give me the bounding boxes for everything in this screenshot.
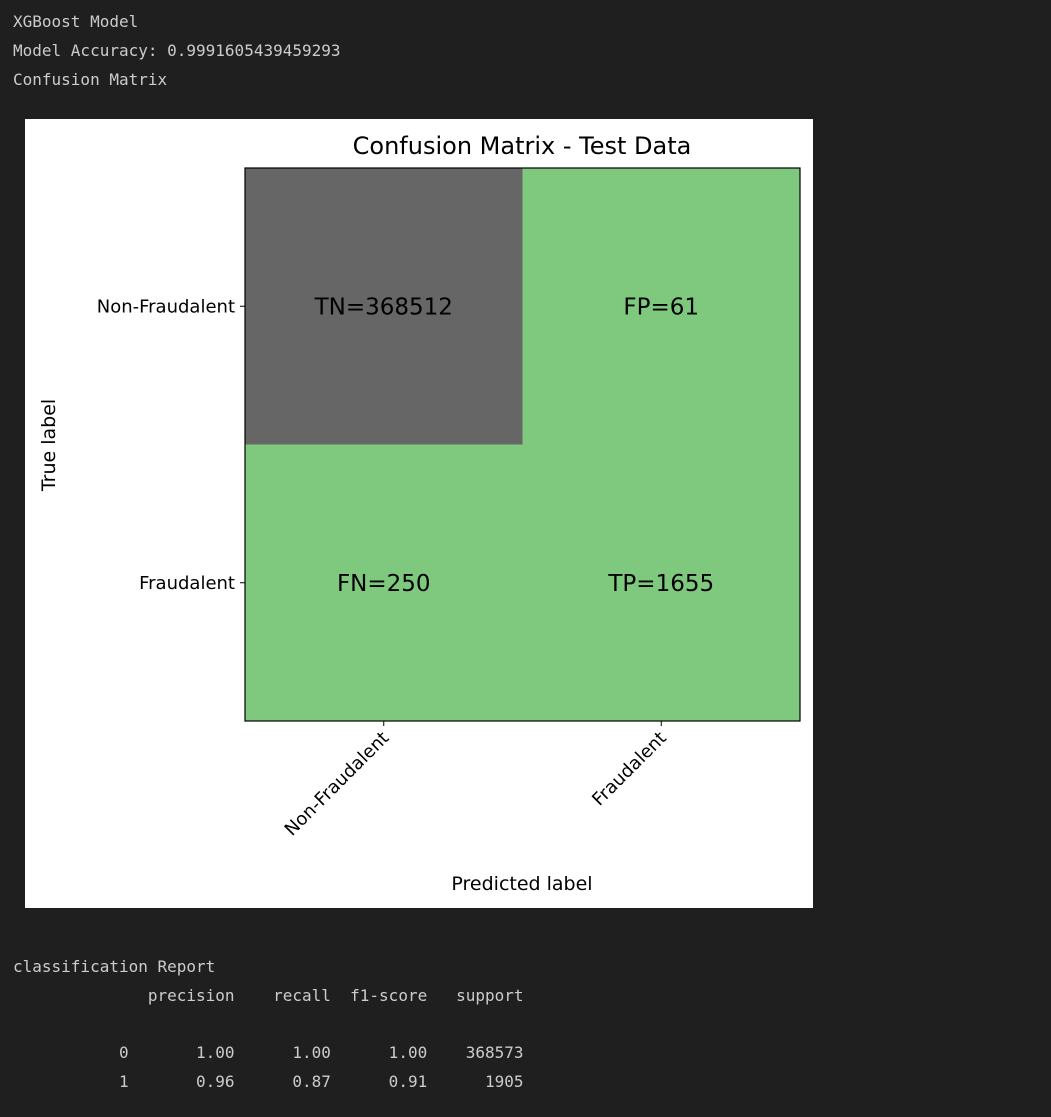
x-axis-label: Predicted label <box>451 873 592 895</box>
heatmap-cell <box>245 168 523 445</box>
confusion-matrix-figure: TN=368512 FP=61 FN=250 TP=1655 Non-Fraudale… <box>25 119 813 908</box>
y-tick-label: Non-Fraudalent <box>97 296 235 317</box>
console-output-top: XGBoost Model Model Accuracy: 0.99916054… <box>13 8 341 94</box>
x-tick-label: Fraudalent <box>588 728 671 811</box>
cell-value-label: TP=1655 <box>607 571 714 597</box>
classification-report: classification Report precision recall f… <box>13 953 524 1097</box>
y-tick-label: Fraudalent <box>139 573 235 594</box>
confusion-matrix-heading: Confusion Matrix <box>13 69 168 89</box>
report-row: 1 0.96 0.87 0.91 1905 <box>13 1072 524 1092</box>
confusion-matrix-chart: TN=368512 FP=61 FN=250 TP=1655 Non-Fraudale… <box>38 132 801 895</box>
cell-value-label: TN=368512 <box>314 294 453 320</box>
report-header: precision recall f1-score support <box>13 985 524 1005</box>
heatmap-cell <box>245 444 523 721</box>
chart-title: Confusion Matrix - Test Data <box>353 132 692 160</box>
x-tick-label: Non-Fraudalent <box>281 728 394 841</box>
accuracy-line: Model Accuracy: 0.9991605439459293 <box>13 40 341 60</box>
y-axis-label: True label <box>38 399 60 492</box>
heatmap-cell <box>522 444 800 721</box>
heatmap-cells <box>245 168 800 721</box>
model-name-line: XGBoost Model <box>13 12 139 31</box>
cell-value-label: FN=250 <box>337 571 431 597</box>
report-row: 0 1.00 1.00 1.00 368573 <box>13 1043 524 1063</box>
heatmap-cell <box>522 168 800 445</box>
report-title: classification Report <box>13 957 216 976</box>
plot-frame <box>244 167 801 722</box>
cell-value-label: FP=61 <box>623 294 699 320</box>
cell-labels: TN=368512 FP=61 FN=250 TP=1655 <box>314 294 715 597</box>
